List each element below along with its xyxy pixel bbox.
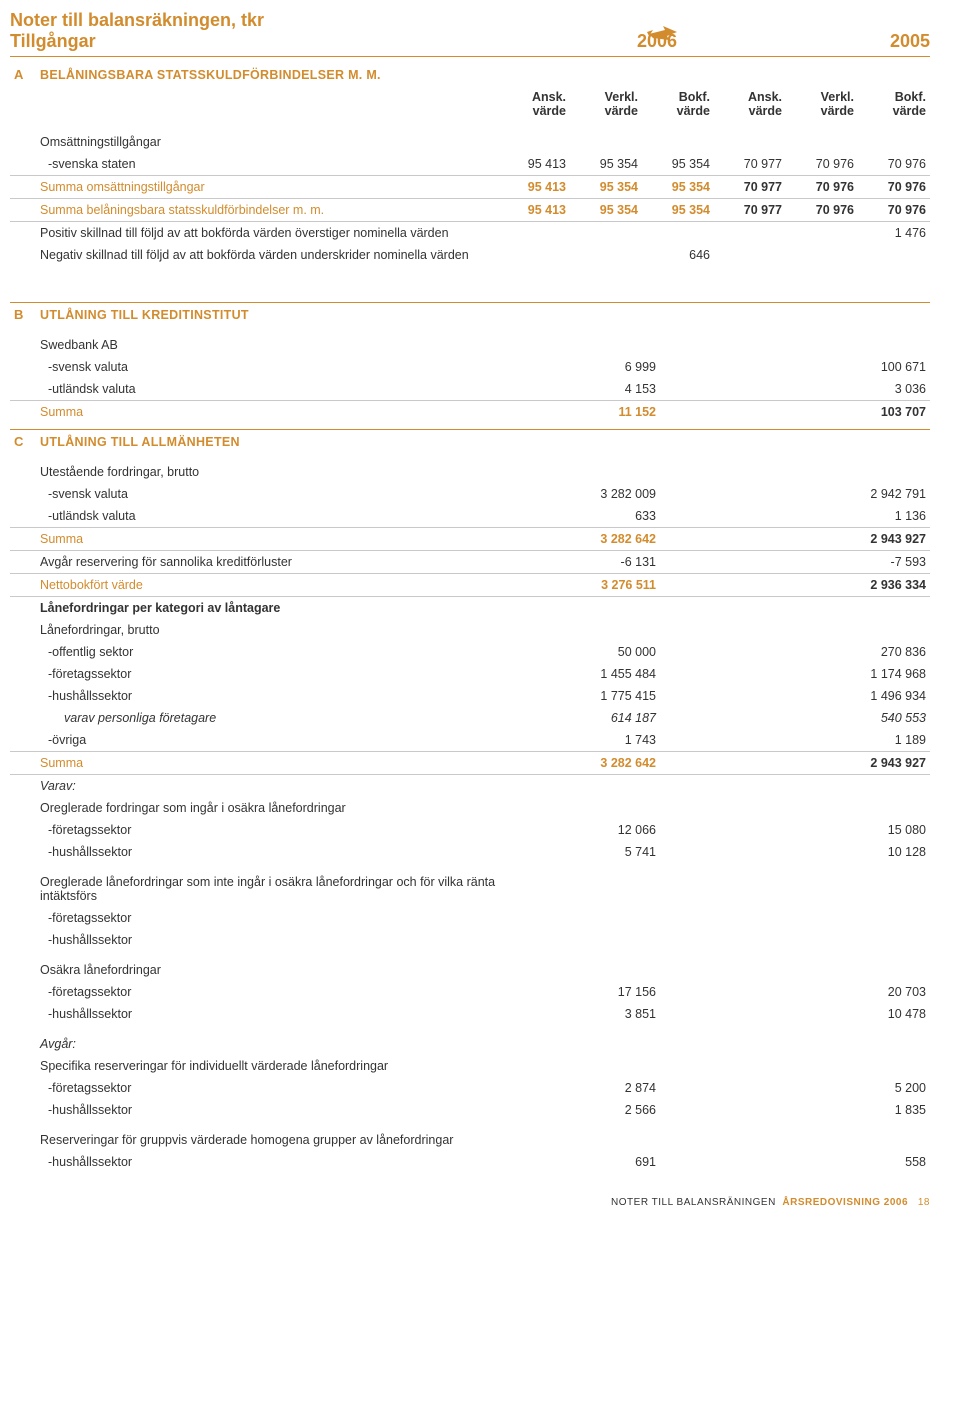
colhead-bokf-1: Bokf.värde	[642, 86, 714, 123]
page-footer: NOTER TILL BALANSRÄNINGEN ÅRSREDOVISNING…	[10, 1197, 930, 1208]
table-row: -utländsk valuta4 1533 036	[10, 378, 930, 401]
table-row: -företagssektor17 15620 703	[10, 981, 930, 1003]
colhead-ansk-2: Ansk.värde	[714, 86, 786, 123]
table-row: Avgår reservering för sannolika kreditfö…	[10, 550, 930, 573]
table-row: -svensk valuta3 282 0092 942 791	[10, 483, 930, 505]
colhead-verkl-1: Verkl.värde	[570, 86, 642, 123]
table-row: -hushållssektor	[10, 929, 930, 951]
table-row: -hushållssektor691558	[10, 1151, 930, 1173]
table-row: -företagssektor2 8745 200	[10, 1077, 930, 1099]
page-title-line2: Tillgångar	[10, 31, 96, 52]
colhead-verkl-2: Verkl.värde	[786, 86, 858, 123]
table-row: Summa omsättningstillgångar 95 41395 354…	[10, 175, 930, 198]
table-row: Negativ skillnad till följd av att bokfö…	[10, 244, 930, 266]
table-row: -hushållssektor3 85110 478	[10, 1003, 930, 1025]
table-row: Summa3 282 6422 943 927	[10, 527, 930, 550]
b-group: Swedbank AB	[36, 334, 540, 356]
colhead-ansk-1: Ansk.värde	[498, 86, 570, 123]
section-b-title: UTLÅNING TILL KREDITINSTITUT	[36, 302, 540, 326]
section-letter-c: C	[10, 429, 36, 453]
year-2005: 2005	[890, 31, 930, 52]
table-row: Summa11 152103 707	[10, 400, 930, 423]
section-a-table: A BELÅNINGSBARA STATSSKULDFÖRBINDELSER M…	[10, 63, 930, 266]
title-bar: Noter till balansräkningen, tkr Tillgång…	[10, 10, 930, 57]
section-c-title: UTLÅNING TILL ALLMÄNHETEN	[36, 429, 540, 453]
table-row: -hushållssektor2 5661 835	[10, 1099, 930, 1121]
table-row: varav personliga företagare614 187540 55…	[10, 707, 930, 729]
table-row: -svenska staten 95 41395 35495 354 70 97…	[10, 153, 930, 176]
footer-page-number: 18	[918, 1197, 930, 1208]
table-row: -utländsk valuta6331 136	[10, 505, 930, 528]
table-row: Summa belåningsbara statsskuldförbindels…	[10, 198, 930, 221]
table-row: -hushållssektor1 775 4151 496 934	[10, 685, 930, 707]
table-row: -svensk valuta6 999100 671	[10, 356, 930, 378]
table-row: Summa3 282 6422 943 927	[10, 751, 930, 774]
table-row: -företagssektor1 455 4841 174 968	[10, 663, 930, 685]
a-group-omsattning: Omsättningstillgångar	[36, 131, 498, 153]
table-row: -företagssektor	[10, 907, 930, 929]
page-title-line1: Noter till balansräkningen, tkr	[10, 10, 930, 31]
colhead-bokf-2: Bokf.värde	[858, 86, 930, 123]
table-row: Nettobokfört värde3 276 5112 936 334	[10, 573, 930, 596]
section-b-table: B UTLÅNING TILL KREDITINSTITUT Swedbank …	[10, 302, 930, 423]
table-row: -företagssektor12 06615 080	[10, 819, 930, 841]
table-row: -övriga1 7431 189	[10, 729, 930, 752]
table-row: -offentlig sektor50 000270 836	[10, 641, 930, 663]
footer-report: ÅRSREDOVISNING 2006	[782, 1197, 908, 1208]
section-letter-b: B	[10, 302, 36, 326]
footer-section: NOTER TILL BALANSRÄNINGEN	[611, 1197, 776, 1208]
year-2006: 2006	[637, 31, 677, 52]
section-c-table: C UTLÅNING TILL ALLMÄNHETEN Utestående f…	[10, 429, 930, 1173]
table-row: -hushållssektor5 74110 128	[10, 841, 930, 863]
table-row: Positiv skillnad till följd av att bokfö…	[10, 221, 930, 244]
section-a-title: BELÅNINGSBARA STATSSKULDFÖRBINDELSER M. …	[36, 63, 498, 86]
section-letter-a: A	[10, 63, 36, 86]
